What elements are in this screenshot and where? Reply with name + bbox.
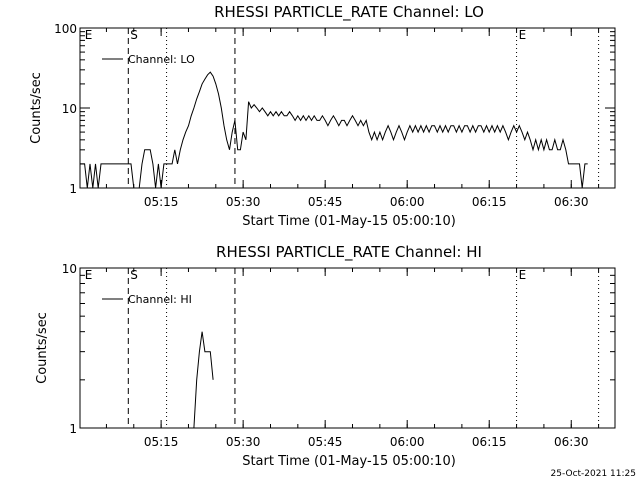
data-series bbox=[80, 71, 588, 189]
x-tick-label: 06:00 bbox=[390, 195, 425, 209]
y-tick-label: 1 bbox=[69, 422, 77, 436]
event-marker-label: S bbox=[130, 28, 138, 42]
panel-lo: RHESSI PARTICLE_RATE Channel: LO Start T… bbox=[29, 3, 616, 229]
plot-frame bbox=[79, 27, 616, 189]
legend-entry: Channel: LO bbox=[128, 53, 195, 66]
chart-title: RHESSI PARTICLE_RATE Channel: HI bbox=[216, 243, 482, 262]
x-axis-label: Start Time (01-May-15 05:00:10) bbox=[242, 454, 456, 469]
y-tick-label: 10 bbox=[62, 102, 77, 116]
plot-frame bbox=[79, 267, 616, 429]
series-line bbox=[193, 331, 214, 429]
y-tick-label: 1 bbox=[69, 182, 77, 196]
event-marker-label: S bbox=[130, 268, 138, 282]
x-tick-label: 06:15 bbox=[472, 435, 507, 449]
y-axis-label: Counts/sec bbox=[29, 72, 44, 144]
timestamp: 25-Oct-2021 11:25 bbox=[551, 469, 636, 479]
y-axis-label: Counts/sec bbox=[35, 312, 50, 384]
event-marker-label: E bbox=[519, 28, 527, 42]
x-tick-label: 05:15 bbox=[144, 195, 179, 209]
x-tick-label: 06:15 bbox=[472, 195, 507, 209]
data-series bbox=[193, 331, 214, 429]
x-tick-label: 05:30 bbox=[226, 195, 261, 209]
panel-hi: RHESSI PARTICLE_RATE Channel: HI Start T… bbox=[35, 243, 616, 469]
y-tick-label: 10 bbox=[62, 262, 77, 276]
x-axis-label: Start Time (01-May-15 05:00:10) bbox=[242, 214, 456, 229]
x-tick-label: 06:30 bbox=[554, 195, 589, 209]
event-marker-label: E bbox=[85, 268, 93, 282]
event-marker-label: E bbox=[85, 28, 93, 42]
x-tick-label: 05:30 bbox=[226, 435, 261, 449]
x-tick-label: 05:45 bbox=[308, 195, 343, 209]
x-tick-label: 06:00 bbox=[390, 435, 425, 449]
x-tick-label: 06:30 bbox=[554, 435, 589, 449]
x-tick-label: 05:45 bbox=[308, 435, 343, 449]
event-marker-label: E bbox=[519, 268, 527, 282]
y-tick-label: 100 bbox=[54, 22, 77, 36]
legend-entry: Channel: HI bbox=[128, 293, 192, 306]
series-line bbox=[80, 71, 588, 189]
axis-ticks: 05:15 05:30 05:45 06:00 06:15 06:30 1 10 bbox=[62, 262, 615, 449]
chart-title: RHESSI PARTICLE_RATE Channel: LO bbox=[214, 3, 484, 22]
x-tick-label: 05:15 bbox=[144, 435, 179, 449]
axis-ticks: 05:15 05:30 05:45 06:00 06:15 06:30 1 10 100 bbox=[54, 22, 615, 209]
